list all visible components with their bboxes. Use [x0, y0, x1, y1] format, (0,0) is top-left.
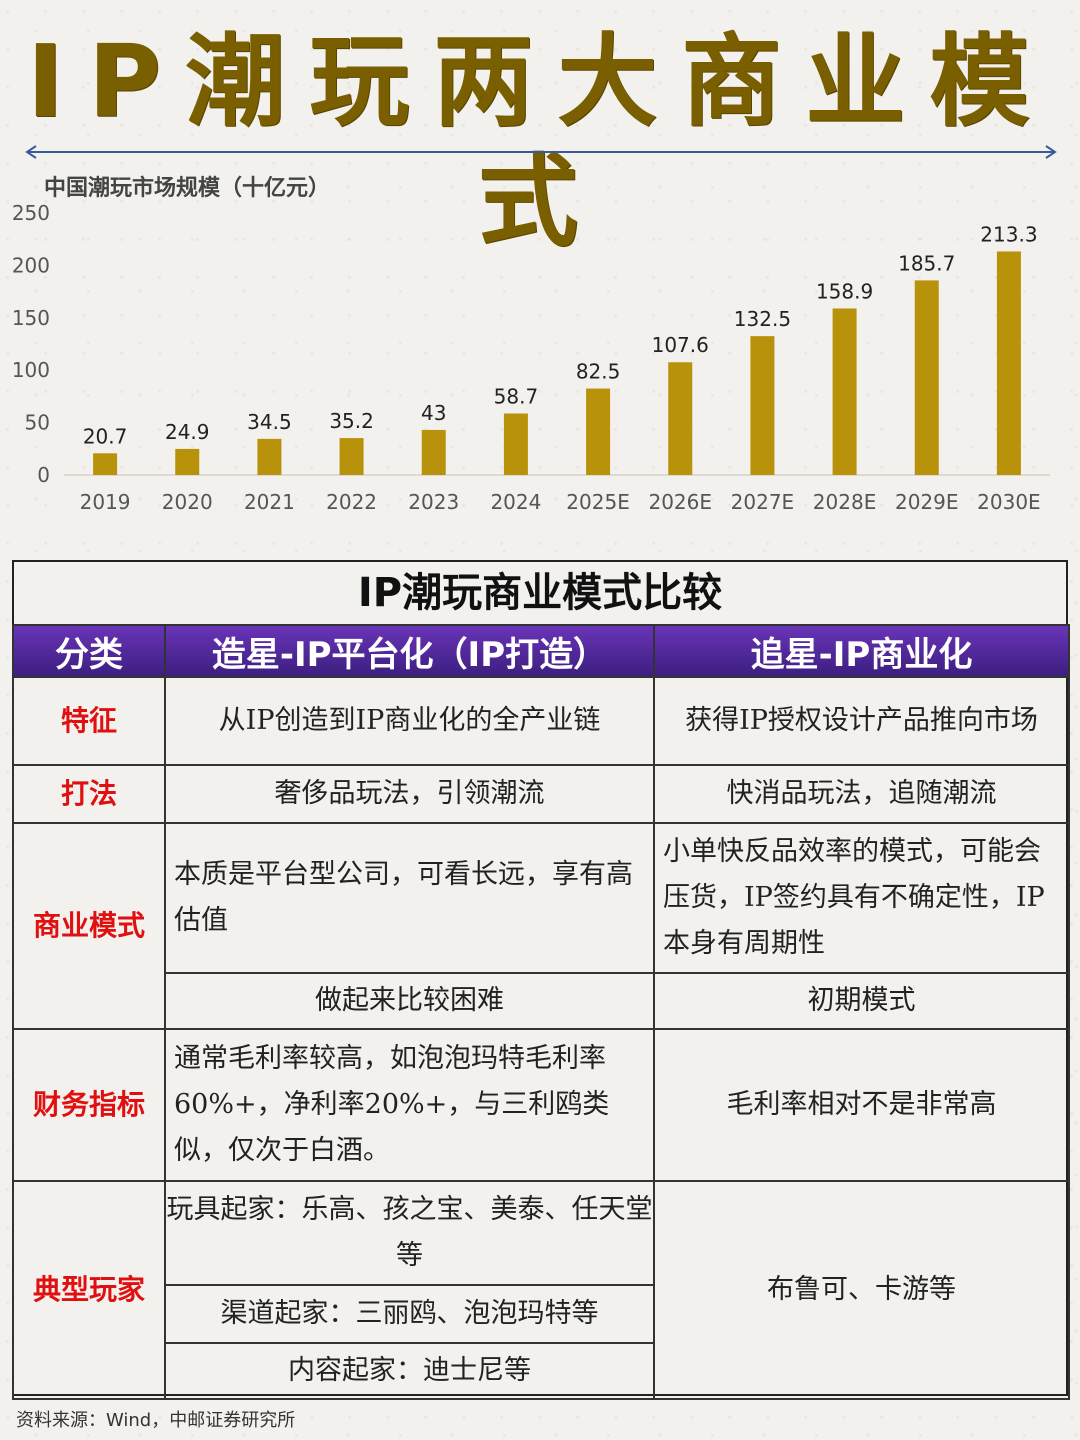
market-size-bar-chart: 0 50 100 150 200 250 20.7 2019 24.9 2020 34.5 2021 3… [12, 201, 1050, 514]
cell-players-b: 布鲁可、卡游等 [653, 1180, 1070, 1400]
row-label-play: 打法 [12, 764, 166, 824]
comparison-title: IP潮玩商业模式比较 [357, 570, 723, 616]
cell-players-a3: 内容起家：迪士尼等 [164, 1342, 655, 1400]
bar-value-label: 20.7 [83, 424, 128, 448]
comparison-table: 分类 造星-IP平台化（IP打造） 追星-IP商业化 特征 从IP创造到IP商业… [12, 624, 1070, 1400]
bar-value-label: 132.5 [734, 307, 791, 331]
cell-model-a2: 做起来比较困难 [164, 972, 655, 1030]
bar-value-label: 185.7 [898, 251, 955, 275]
table-row-finance: 财务指标 通常毛利率较高，如泡泡玛特毛利率60%+，净利率20%+，与三利鸥类似… [12, 1028, 1070, 1182]
bar [503, 413, 528, 475]
x-tick-label: 2029E [895, 490, 959, 514]
y-tick-label: 150 [12, 306, 50, 330]
cell-model-a1: 本质是平台型公司，可看长远，享有高估值 [164, 822, 655, 974]
cell-model-b2: 初期模式 [653, 972, 1070, 1030]
x-tick-label: 2020 [162, 490, 213, 514]
x-tick-label: 2027E [731, 490, 795, 514]
header-star-making: 造星-IP平台化（IP打造） [164, 624, 655, 678]
y-tick-label: 100 [12, 358, 50, 382]
cell-feature-b: 获得IP授权设计产品推向市场 [653, 676, 1070, 766]
x-tick-label: 2030E [977, 490, 1041, 514]
bar [175, 448, 200, 475]
table-row-players-2: 渠道起家：三丽鸥、泡泡玛特等 [13, 1284, 1069, 1344]
table-header-row: 分类 造星-IP平台化（IP打造） 追星-IP商业化 [12, 624, 1070, 678]
table-row-players-3: 内容起家：迪士尼等 [13, 1342, 1069, 1400]
x-tick-label: 2028E [813, 490, 877, 514]
row-label-feature: 特征 [12, 676, 166, 766]
bar [257, 438, 282, 475]
bar-value-label: 43 [421, 401, 446, 425]
bar [339, 438, 364, 475]
bar-value-label: 34.5 [247, 410, 292, 434]
cell-play-b: 快消品玩法，追随潮流 [653, 764, 1070, 824]
bar-value-label: 24.9 [165, 420, 210, 444]
cell-play-a: 奢侈品玩法，引领潮流 [164, 764, 655, 824]
x-tick-label: 2023 [408, 490, 459, 514]
header-category: 分类 [12, 624, 166, 678]
cell-finance-b: 毛利率相对不是非常高 [653, 1028, 1070, 1182]
x-tick-label: 2019 [80, 490, 131, 514]
y-tick-label: 0 [37, 463, 50, 487]
bar [421, 429, 446, 475]
source-note: 资料来源：Wind，中邮证券研究所 [16, 1410, 296, 1431]
bar [832, 308, 857, 475]
table-row-play: 打法 奢侈品玩法，引领潮流 快消品玩法，追随潮流 [12, 764, 1070, 824]
bar-value-label: 107.6 [652, 333, 709, 357]
table-row-feature: 特征 从IP创造到IP商业化的全产业链 获得IP授权设计产品推向市场 [12, 676, 1070, 766]
comparison-panel: IP潮玩商业模式比较 分类 造星-IP平台化（IP打造） 追星-IP商业化 特征… [12, 560, 1070, 1400]
cell-finance-a: 通常毛利率较高，如泡泡玛特毛利率60%+，净利率20%+，与三利鸥类似，仅次于白… [164, 1028, 655, 1182]
x-tick-label: 2024 [490, 490, 541, 514]
row-label-finance: 财务指标 [12, 1028, 166, 1182]
title-divider-arrow [25, 145, 1057, 159]
cell-model-b1: 小单快反品效率的模式，可能会压货，IP签约具有不确定性，IP本身有周期性 [653, 822, 1070, 974]
bar [586, 388, 611, 475]
bar [914, 280, 939, 475]
table-row-model: 商业模式 本质是平台型公司，可看长远，享有高估值 小单快反品效率的模式，可能会压… [12, 822, 1070, 1030]
header-star-chasing: 追星-IP商业化 [653, 624, 1070, 678]
y-tick-label: 200 [12, 253, 50, 277]
bar [93, 453, 118, 475]
y-tick-label: 250 [12, 201, 50, 225]
bar-value-label: 158.9 [816, 279, 873, 303]
cell-players-a2: 渠道起家：三丽鸥、泡泡玛特等 [164, 1284, 655, 1344]
x-tick-label: 2026E [648, 490, 712, 514]
y-tick-label: 50 [25, 411, 50, 435]
main-title: IP潮玩两大商业模式 [26, 23, 1054, 260]
x-tick-label: 2021 [244, 490, 295, 514]
row-label-model: 商业模式 [12, 822, 166, 1030]
bar-value-label: 213.3 [980, 222, 1037, 246]
bar-value-label: 82.5 [576, 360, 621, 384]
cell-feature-a: 从IP创造到IP商业化的全产业链 [164, 676, 655, 766]
x-tick-label: 2022 [326, 490, 377, 514]
cell-players-a1: 玩具起家：乐高、孩之宝、美泰、任天堂等 [164, 1180, 655, 1286]
bar-value-label: 58.7 [494, 384, 539, 408]
x-tick-label: 2025E [566, 490, 630, 514]
bar-value-label: 35.2 [329, 409, 374, 433]
table-row-model-2: 做起来比较困难 初期模式 [13, 972, 1070, 1030]
bar [750, 336, 775, 475]
bar [996, 251, 1021, 475]
row-label-players: 典型玩家 [12, 1180, 166, 1400]
bar [668, 362, 693, 475]
chart-title: 中国潮玩市场规模（十亿元） [44, 176, 331, 201]
table-row-players: 典型玩家 玩具起家：乐高、孩之宝、美泰、任天堂等 布鲁可、卡游等 [12, 1180, 1070, 1400]
